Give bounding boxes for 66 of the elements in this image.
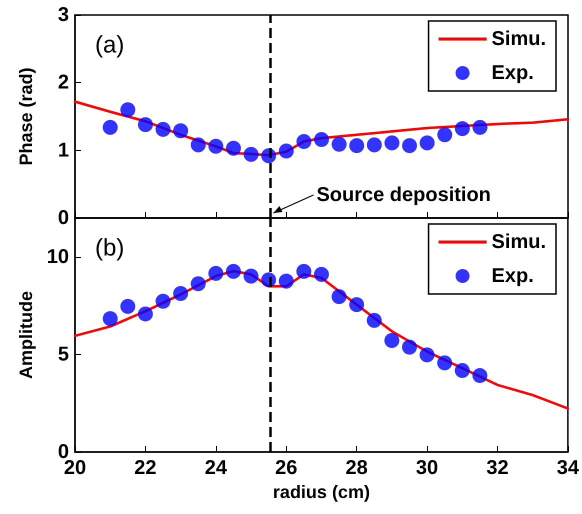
x-tick-label: 24 [204, 457, 228, 479]
point [454, 121, 470, 136]
point [472, 120, 488, 135]
annotation: (b) [95, 234, 124, 262]
point [454, 362, 470, 378]
legend-label: Exp. [492, 62, 534, 84]
legend-label: Simu. [492, 231, 546, 253]
point [314, 266, 329, 282]
point [190, 137, 206, 152]
point [420, 135, 435, 150]
annotation: (a) [95, 32, 124, 58]
point [190, 276, 206, 292]
point [472, 368, 488, 384]
point [244, 268, 259, 284]
y-tick-label: 3 [58, 4, 69, 26]
x-tick-label: 28 [346, 457, 368, 479]
point [226, 140, 241, 156]
y-tick-label: 2 [58, 72, 69, 94]
point [296, 264, 312, 279]
point [366, 137, 382, 152]
point [332, 289, 347, 304]
point [349, 138, 364, 154]
x-tick-label: 20 [64, 457, 86, 479]
point [437, 127, 452, 142]
x-tick-label: 32 [486, 457, 509, 479]
x-tick-label: 30 [416, 457, 438, 479]
y-tick-label: 0 [58, 207, 69, 229]
point [156, 122, 171, 137]
point [173, 123, 188, 138]
point [296, 134, 312, 150]
point [332, 136, 347, 152]
point [420, 347, 435, 362]
point [366, 312, 382, 328]
legend-label: Simu. [492, 28, 546, 50]
point [402, 138, 418, 154]
point [349, 297, 364, 312]
point [437, 355, 452, 370]
point [244, 146, 259, 162]
point [120, 102, 136, 118]
point [138, 117, 153, 132]
point [278, 274, 294, 289]
x-tick-label: 34 [556, 457, 580, 479]
point [402, 340, 417, 355]
y-axis-title: Phase (rad) [16, 67, 36, 166]
point [384, 135, 400, 150]
x-tick-label: 22 [134, 457, 157, 479]
point [226, 264, 241, 279]
point [384, 332, 400, 348]
point [120, 298, 136, 314]
y-tick-label: 5 [58, 344, 69, 366]
annotation: Source deposition [316, 184, 491, 206]
y-tick-label: 10 [46, 246, 69, 268]
point [314, 132, 329, 147]
point [278, 144, 294, 159]
point [208, 138, 224, 154]
y-axis-title: Amplitude [16, 291, 36, 379]
point [173, 286, 188, 301]
x-axis-title: radius (cm) [272, 482, 370, 502]
x-tick-label: 26 [275, 457, 298, 479]
y-tick-label: 1 [58, 139, 69, 162]
point [102, 120, 118, 135]
point [208, 266, 224, 281]
point [138, 306, 153, 322]
point [102, 311, 118, 326]
legend-label: Exp. [492, 265, 534, 287]
point [156, 294, 171, 309]
